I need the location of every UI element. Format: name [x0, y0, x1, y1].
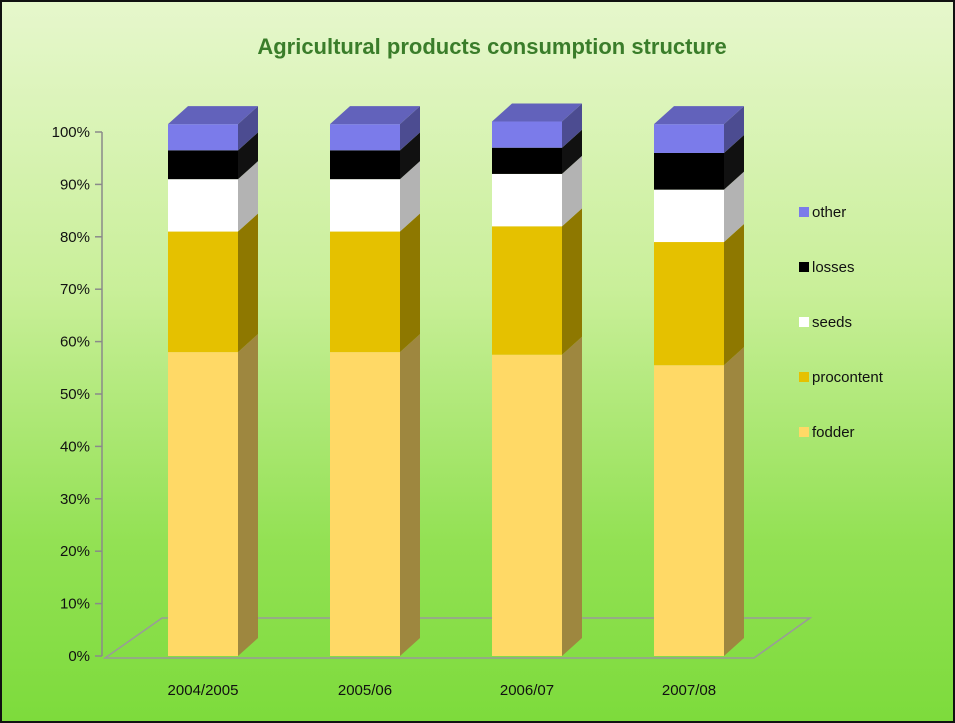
bar-side-seeds	[400, 161, 420, 232]
y-tick-label: 20%	[60, 543, 90, 560]
bar-segment-other	[168, 124, 238, 151]
bar-side-fodder	[562, 336, 582, 656]
bar-side-procontent	[562, 208, 582, 355]
bar-segment-procontent	[492, 226, 562, 355]
legend-item-procontent: procontent	[799, 369, 884, 386]
x-tick-label: 2007/08	[662, 682, 716, 699]
bar-segment-fodder	[330, 352, 400, 656]
bar-side-losses	[238, 132, 258, 180]
y-tick-label: 90%	[60, 176, 90, 193]
bar-segment-seeds	[654, 189, 724, 243]
x-tick-label: 2006/07	[500, 682, 554, 699]
y-tick-label: 40%	[60, 438, 90, 455]
y-tick-label: 100%	[52, 124, 90, 141]
bar-segment-seeds	[330, 179, 400, 232]
bar-side-seeds	[238, 161, 258, 232]
bar-segment-losses	[168, 150, 238, 180]
bars	[168, 103, 744, 656]
x-tick-label: 2005/06	[338, 682, 392, 699]
bar-segment-other	[492, 121, 562, 148]
bar-segment-seeds	[492, 173, 562, 227]
y-tick-label: 0%	[68, 648, 90, 665]
bar-stack	[492, 103, 582, 656]
legend-label: procontent	[812, 369, 884, 386]
bar-side-other	[724, 106, 744, 153]
bar-side-other	[562, 103, 582, 148]
legend-swatch	[799, 207, 809, 217]
bar-top	[168, 106, 258, 125]
bar-segment-procontent	[654, 242, 724, 366]
legend-swatch	[799, 427, 809, 437]
bar-segment-seeds	[168, 179, 238, 232]
bar-side-losses	[724, 134, 744, 190]
bar-segment-losses	[330, 150, 400, 180]
legend-item-losses: losses	[799, 259, 855, 276]
legend: other losses seeds procontent fodder	[799, 204, 884, 441]
legend-swatch	[799, 372, 809, 382]
legend-item-fodder: fodder	[799, 424, 855, 441]
bar-segment-fodder	[654, 365, 724, 656]
y-tick-label: 50%	[60, 386, 90, 403]
bar-side-fodder	[238, 334, 258, 656]
y-axis: 0% 10% 20% 30% 40% 50% 60% 70% 80% 90% 100%	[52, 124, 103, 665]
bar-side-procontent	[238, 213, 258, 353]
legend-label: other	[812, 204, 846, 221]
bar-segment-procontent	[330, 231, 400, 353]
chart-floor	[102, 617, 813, 659]
x-axis-labels: 2004/2005 2005/06 2006/07 2007/08	[168, 682, 717, 699]
legend-swatch	[799, 262, 809, 272]
bar-segment-fodder	[492, 354, 562, 656]
legend-label: fodder	[812, 424, 855, 441]
bar-side-other	[400, 106, 420, 151]
bar-side-fodder	[724, 347, 744, 656]
bar-stack	[168, 106, 258, 656]
y-tick-label: 80%	[60, 229, 90, 246]
bar-segment-losses	[654, 152, 724, 190]
bar-top	[330, 106, 420, 125]
y-tick-label: 60%	[60, 334, 90, 351]
y-tick-label: 10%	[60, 596, 90, 613]
y-tick-label: 30%	[60, 491, 90, 508]
bar-top	[654, 106, 744, 125]
chart-title: Agricultural products consumption struct…	[257, 34, 726, 59]
bar-stack	[654, 106, 744, 656]
bar-segment-other	[330, 124, 400, 151]
bar-top	[492, 103, 582, 122]
legend-label: seeds	[812, 314, 852, 331]
bar-segment-fodder	[168, 352, 238, 656]
y-tick-label: 70%	[60, 281, 90, 298]
bar-stack	[330, 106, 420, 656]
floor-plane	[102, 617, 813, 659]
bar-segment-losses	[492, 147, 562, 174]
bar-side-other	[238, 106, 258, 151]
bar-side-losses	[562, 129, 582, 174]
bar-side-procontent	[724, 224, 744, 366]
bar-side-fodder	[400, 334, 420, 656]
bar-side-procontent	[400, 213, 420, 353]
bar-side-losses	[400, 132, 420, 180]
legend-item-other: other	[799, 204, 846, 221]
bar-segment-procontent	[168, 231, 238, 353]
bar-side-seeds	[562, 155, 582, 227]
x-tick-label: 2004/2005	[168, 682, 239, 699]
legend-item-seeds: seeds	[799, 314, 852, 331]
legend-swatch	[799, 317, 809, 327]
bar-side-seeds	[724, 171, 744, 243]
legend-label: losses	[812, 259, 855, 276]
bar-segment-other	[654, 124, 724, 153]
